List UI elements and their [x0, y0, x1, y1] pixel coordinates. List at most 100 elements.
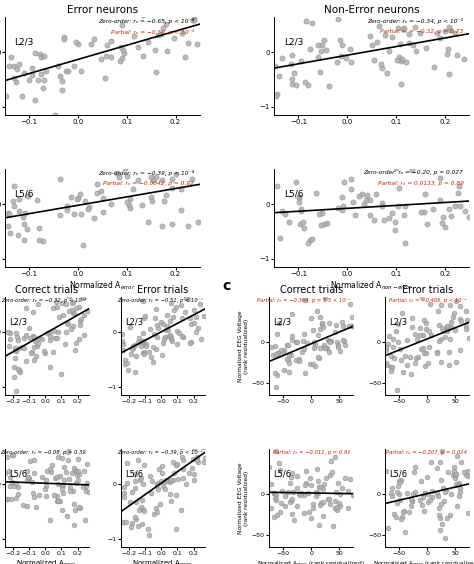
- Point: [64, 456, 72, 465]
- Text: Zero-order: rₑ = −0.20, p = 0.027: Zero-order: rₑ = −0.20, p = 0.027: [364, 170, 464, 175]
- Point: [168, 219, 175, 228]
- Text: Partial: rₑ = −0.364, p = 5.5 × 10⁻⁴: Partial: rₑ = −0.364, p = 5.5 × 10⁻⁴: [257, 298, 351, 303]
- Point: [273, 383, 280, 392]
- Point: [153, 503, 160, 512]
- Point: [426, 7, 433, 16]
- Point: [460, 55, 468, 64]
- Point: [179, 332, 187, 341]
- Point: [139, 10, 146, 19]
- Point: [172, 491, 180, 500]
- Point: [161, 334, 168, 343]
- Point: [196, 438, 203, 447]
- Point: [267, 503, 275, 512]
- Point: [325, 495, 332, 504]
- Point: [38, 473, 46, 482]
- Point: [74, 193, 82, 202]
- Point: [334, 15, 341, 24]
- Point: [158, 222, 166, 231]
- Point: [14, 332, 21, 341]
- Point: [309, 19, 316, 28]
- Point: [375, 21, 383, 30]
- Point: [314, 477, 322, 486]
- Point: [64, 66, 72, 75]
- Point: [278, 207, 286, 216]
- Text: Zero-order: rₑ = −0.65, p < 10⁻⁴: Zero-order: rₑ = −0.65, p < 10⁻⁴: [98, 18, 194, 24]
- Point: [119, 340, 127, 349]
- Point: [301, 491, 308, 500]
- Point: [436, 513, 444, 522]
- Point: [73, 37, 80, 46]
- Point: [398, 309, 405, 318]
- Point: [313, 307, 320, 316]
- Point: [139, 51, 147, 60]
- Point: [304, 80, 312, 89]
- Point: [62, 339, 69, 348]
- Point: [129, 184, 137, 193]
- Point: [190, 14, 198, 23]
- Point: [437, 301, 445, 310]
- Point: [455, 481, 462, 490]
- Point: [370, 55, 378, 64]
- Point: [43, 482, 50, 491]
- Point: [422, 349, 430, 358]
- Point: [447, 335, 454, 344]
- Point: [456, 484, 464, 493]
- Point: [446, 69, 453, 78]
- Point: [349, 312, 356, 321]
- Point: [10, 73, 18, 82]
- Point: [119, 518, 127, 527]
- Point: [320, 36, 328, 45]
- Point: [75, 303, 82, 312]
- Point: [173, 461, 180, 470]
- Point: [126, 323, 134, 332]
- Point: [137, 503, 145, 512]
- Point: [20, 343, 28, 352]
- Point: [100, 193, 107, 202]
- Point: [76, 320, 84, 329]
- Point: [120, 489, 128, 498]
- Text: c: c: [223, 279, 231, 293]
- Point: [412, 354, 420, 363]
- Point: [316, 500, 324, 509]
- Point: [124, 366, 132, 375]
- Point: [394, 23, 401, 32]
- Point: [306, 508, 313, 517]
- X-axis label: Normalized A$_{error}$ (rank residualized): Normalized A$_{error}$ (rank residualize…: [257, 559, 365, 564]
- Point: [289, 488, 297, 497]
- Point: [3, 495, 11, 504]
- Point: [398, 56, 405, 65]
- Point: [168, 184, 176, 193]
- Point: [160, 197, 167, 206]
- Point: [137, 160, 145, 169]
- Point: [295, 197, 303, 206]
- Point: [14, 335, 21, 344]
- Point: [332, 487, 340, 496]
- Point: [411, 23, 419, 32]
- Point: [338, 483, 346, 492]
- Point: [53, 491, 61, 500]
- Point: [273, 496, 280, 505]
- Point: [76, 190, 84, 199]
- Point: [396, 478, 403, 487]
- Point: [170, 305, 178, 314]
- Point: [20, 235, 27, 244]
- Point: [177, 443, 185, 452]
- Point: [265, 462, 273, 471]
- Point: [164, 325, 172, 334]
- Point: [175, 0, 183, 8]
- Point: [284, 487, 292, 496]
- Point: [58, 505, 66, 514]
- Point: [185, 161, 192, 170]
- Point: [411, 488, 419, 497]
- Point: [288, 80, 295, 89]
- Point: [341, 341, 348, 350]
- Point: [67, 192, 75, 201]
- Point: [10, 201, 18, 210]
- Point: [340, 337, 348, 346]
- Point: [405, 30, 413, 39]
- Point: [29, 488, 36, 497]
- Point: [23, 466, 30, 475]
- Point: [194, 282, 201, 291]
- Point: [64, 318, 71, 327]
- Point: [50, 326, 57, 335]
